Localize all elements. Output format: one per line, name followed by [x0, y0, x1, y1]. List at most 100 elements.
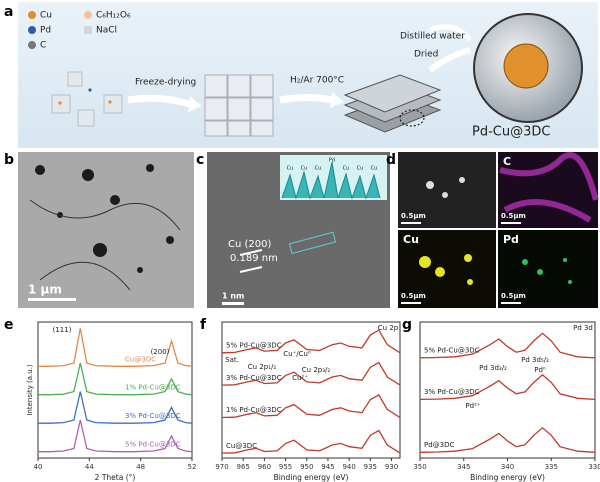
series-line: [221, 361, 401, 386]
annotation: Sat.: [225, 356, 239, 364]
product-label: Pd-Cu@3DC: [472, 125, 550, 140]
series-label: 5% Pd-Cu@3DC: [125, 441, 181, 449]
x-axis-label: Binding energy (eV): [470, 473, 545, 482]
spacing-label: 0.189 nm: [230, 253, 278, 264]
plane-label: Cu (200): [228, 239, 271, 250]
annotation: Cu 2p₃/₂: [302, 366, 331, 374]
map-dots: [401, 152, 599, 304]
series-line: [38, 419, 193, 453]
step-label: H₂/Ar 700°C: [290, 76, 344, 86]
x-tick-label: 945: [321, 463, 334, 471]
step-label: Distilled water: [400, 32, 465, 42]
scale-label: 0.5μm: [401, 212, 426, 220]
annotation: Cu 2p₁/₂: [248, 363, 277, 371]
series-line: [221, 429, 401, 454]
annotation: (200): [151, 348, 170, 356]
annotation: Cu⁺/Cu⁰: [283, 350, 311, 358]
series-line: [221, 329, 401, 354]
series-label: Pd@3DC: [424, 441, 455, 449]
element-label: Pd: [503, 233, 519, 246]
series-line: [38, 328, 193, 367]
scale-bar: [222, 302, 244, 305]
tem-features: [28, 164, 181, 301]
series-line: [221, 394, 401, 419]
inset-profile: [281, 161, 381, 200]
annotation: Pd²⁺: [465, 402, 480, 410]
element-label: Cu: [403, 233, 419, 246]
x-tick-label: 930: [385, 463, 398, 471]
series-label: 3% Pd-Cu@3DC: [226, 374, 282, 382]
panel-label: b: [4, 152, 14, 168]
annotation: Pd 3d₃/₂: [479, 364, 507, 372]
x-tick-label: 970: [215, 463, 228, 471]
plot-frame: [221, 321, 401, 459]
map-image: [498, 230, 598, 308]
element-label: C: [503, 155, 511, 168]
panel-label: d: [386, 152, 396, 168]
panel-label: e: [4, 317, 14, 333]
series-line: [38, 362, 193, 396]
legend-label: Cu: [40, 11, 52, 21]
series-line: [419, 426, 596, 453]
step-label: Freeze-drying: [135, 78, 196, 88]
inset-label: Cu: [357, 166, 364, 172]
inset-label: Pd: [329, 158, 335, 164]
scale-label: 0.5μm: [501, 292, 526, 300]
annotation: Pd⁰: [534, 366, 546, 374]
series-label: Cu@3DC: [125, 355, 156, 363]
series-label: 3% Pd-Cu@3DC: [424, 388, 480, 396]
x-tick-label: 950: [300, 463, 313, 471]
series-label: Cu@3DC: [226, 442, 257, 450]
series-label: 5% Pd-Cu@3DC: [424, 347, 480, 355]
legend-label: C: [40, 41, 46, 51]
panel-label: a: [4, 4, 13, 20]
series-line: [38, 391, 193, 424]
map-image: [398, 230, 496, 308]
inset-label: Cu: [287, 166, 294, 172]
spacing-arrows: [239, 249, 263, 273]
legend-label: Pd: [40, 26, 51, 36]
x-tick-label: 935: [364, 463, 377, 471]
lattice-box: [288, 231, 337, 255]
annotation: Pd 3d: [573, 324, 593, 332]
legend-label: NaCl: [96, 26, 117, 36]
series-line: [419, 332, 596, 359]
panel-label: f: [200, 317, 207, 333]
series-label: 1% Pd-Cu@3DC: [125, 384, 181, 392]
plot-frame: [37, 321, 193, 459]
panel-label: g: [402, 317, 412, 333]
x-tick-label: 48: [136, 463, 145, 471]
annotation: Cu 2p: [378, 324, 399, 332]
x-tick-label: 940: [342, 463, 355, 471]
x-tick-label: 965: [237, 463, 250, 471]
scale-label: 0.5μm: [401, 292, 426, 300]
inset-label: Cu: [301, 166, 308, 172]
inset-label: Cu: [371, 166, 378, 172]
map-image: [398, 152, 496, 228]
annotation: Cu²⁺: [292, 374, 308, 382]
x-tick-label: 335: [545, 463, 558, 471]
annotation: (111): [53, 326, 72, 334]
step-label: Dried: [414, 50, 438, 60]
scale-label: 1 μm: [28, 283, 62, 297]
x-tick-label: 955: [279, 463, 292, 471]
tem-image: [18, 152, 194, 308]
x-tick-label: 350: [413, 463, 426, 471]
series-label: 5% Pd-Cu@3DC: [226, 341, 282, 349]
legend-label: C₆H₁₂O₆: [96, 11, 131, 21]
scheme-graphics: [28, 11, 583, 137]
series-line: [419, 374, 596, 401]
inset-label: Cu: [343, 166, 350, 172]
scale-label: 1 nm: [222, 292, 244, 301]
scale-label: 0.5μm: [501, 212, 526, 220]
annotation: Pd 3d₅/₂: [521, 356, 549, 364]
panel-label: c: [196, 152, 204, 168]
inset-label: Cu: [315, 166, 322, 172]
y-axis-label: Intensity (a.u.): [26, 364, 34, 416]
series-label: 3% Pd-Cu@3DC: [125, 412, 181, 420]
x-axis-label: Binding energy (eV): [274, 473, 349, 482]
series-label: 1% Pd-Cu@3DC: [226, 406, 282, 414]
x-axis-label: 2 Theta (°): [95, 473, 136, 482]
x-tick-label: 44: [85, 463, 94, 471]
